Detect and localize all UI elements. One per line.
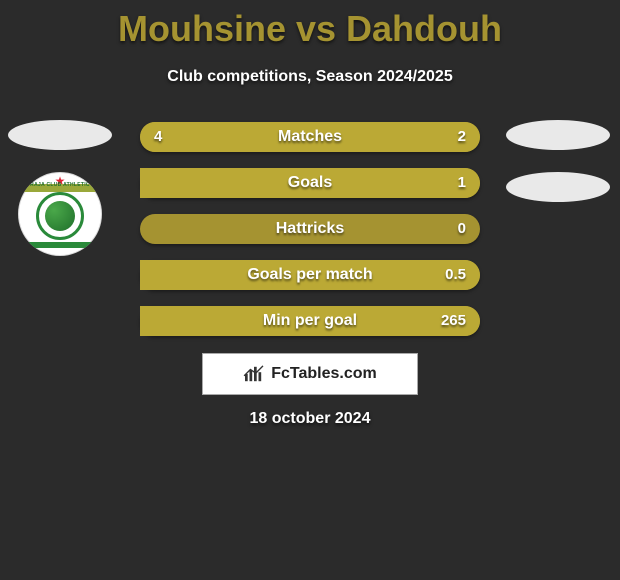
brand-link[interactable]: FcTables.com [202, 353, 418, 395]
stat-label: Goals [140, 168, 480, 198]
stat-label: Hattricks [140, 214, 480, 244]
crest-text: RAJA CLUB ATHLETIC [18, 182, 102, 188]
page-title: Mouhsine vs Dahdouh [0, 0, 620, 50]
right-player-column [506, 120, 610, 224]
subtitle: Club competitions, Season 2024/2025 [0, 68, 620, 86]
player-photo-placeholder [8, 120, 112, 150]
club-crest-placeholder [506, 172, 610, 202]
crest-stripe [18, 242, 102, 248]
crest-inner [45, 201, 75, 231]
stat-right-value: 2 [444, 122, 480, 152]
stat-label: Goals per match [140, 260, 480, 290]
stat-row-goals: Goals 1 [140, 168, 480, 198]
stat-row-min-per-goal: Min per goal 265 [140, 306, 480, 336]
brand-text: FcTables.com [271, 365, 377, 383]
club-crest-left: ★ RAJA CLUB ATHLETIC [18, 172, 102, 256]
player-photo-placeholder [506, 120, 610, 150]
stat-right-value: 1 [444, 168, 480, 198]
stat-label: Matches [140, 122, 480, 152]
bar-chart-icon [243, 365, 265, 383]
stat-row-hattricks: Hattricks 0 [140, 214, 480, 244]
stat-right-value: 0.5 [431, 260, 480, 290]
comparison-bars: 4 Matches 2 Goals 1 Hattricks 0 Goals pe… [140, 122, 480, 352]
stat-right-value: 265 [427, 306, 480, 336]
stat-row-goals-per-match: Goals per match 0.5 [140, 260, 480, 290]
date-text: 18 october 2024 [0, 410, 620, 428]
stat-row-matches: 4 Matches 2 [140, 122, 480, 152]
left-player-column: ★ RAJA CLUB ATHLETIC [8, 120, 112, 256]
stat-right-value: 0 [444, 214, 480, 244]
